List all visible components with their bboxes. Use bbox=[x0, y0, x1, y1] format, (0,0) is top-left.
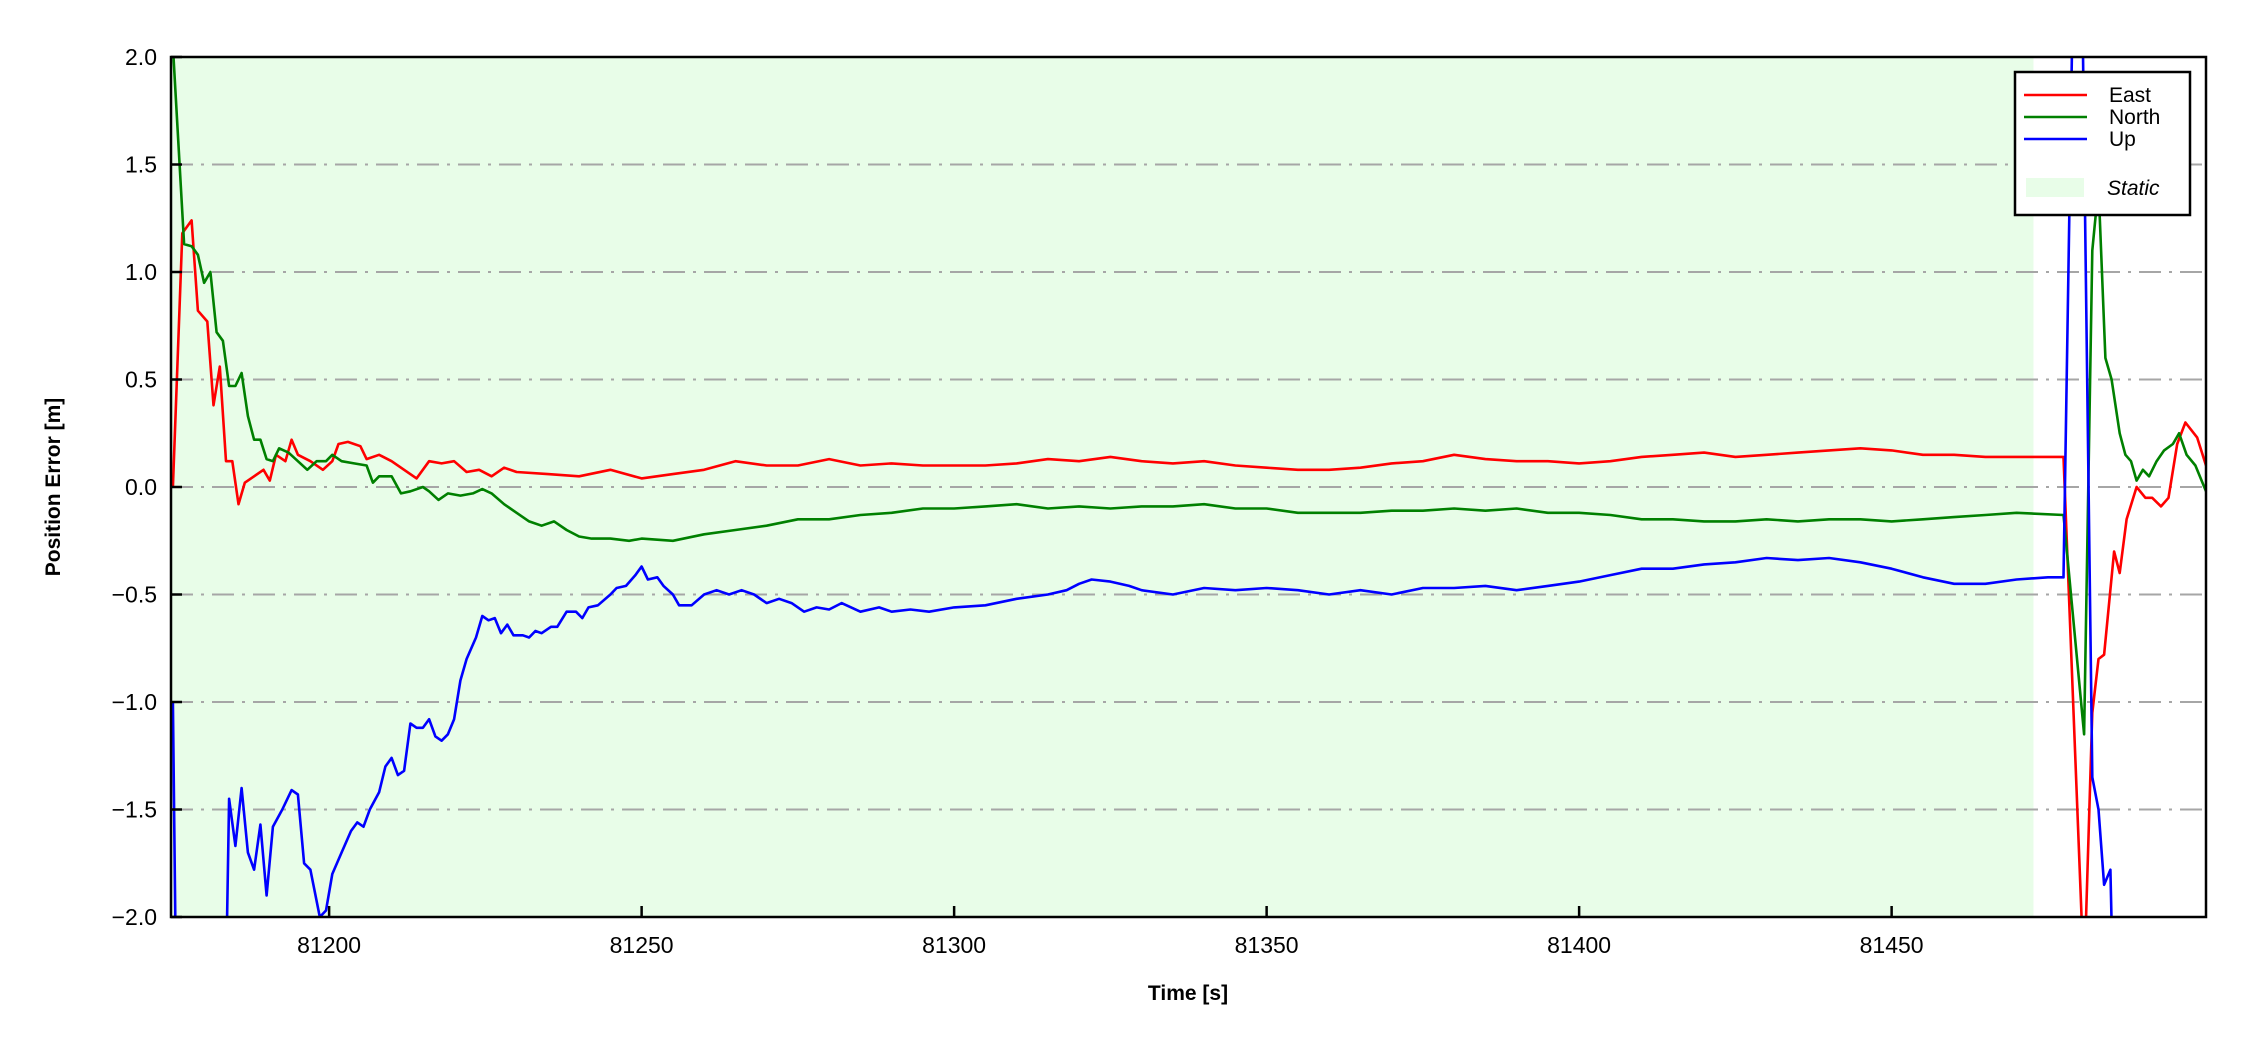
x-axis-label: Time [s] bbox=[1148, 982, 1228, 1005]
legend-swatch-static bbox=[2026, 178, 2084, 197]
y-tick-label: 1.5 bbox=[125, 152, 157, 178]
static-region bbox=[171, 57, 2034, 917]
x-tick-label: 81250 bbox=[610, 932, 674, 958]
legend-label-static: Static bbox=[2107, 177, 2160, 200]
y-axis-label: Position Error [m] bbox=[42, 398, 65, 577]
y-tick-label: 2.0 bbox=[125, 44, 157, 70]
y-tick-label: −1.5 bbox=[112, 797, 157, 823]
y-tick-label: 0.0 bbox=[125, 474, 157, 500]
y-tick-label: −1.0 bbox=[112, 689, 157, 715]
x-tick-label: 81350 bbox=[1235, 932, 1299, 958]
y-tick-label: 1.0 bbox=[125, 259, 157, 285]
axis-ticks: 2.0 1.5 1.0 0.5 0.0 −0.5 −1.0 −1.5 −2.0 81200 8125… bbox=[112, 44, 1924, 958]
y-tick-label: −0.5 bbox=[112, 582, 157, 608]
y-tick-label: 0.5 bbox=[125, 367, 157, 393]
series-lines bbox=[171, 57, 2206, 917]
x-tick-label: 81300 bbox=[922, 932, 986, 958]
series-line-east bbox=[171, 219, 2206, 917]
legend-label-up: Up bbox=[2109, 128, 2136, 151]
gridlines bbox=[171, 163, 2206, 811]
legend-label-north: North bbox=[2109, 106, 2160, 129]
y-tick-label: −2.0 bbox=[112, 904, 157, 930]
x-tick-label: 81400 bbox=[1547, 932, 1611, 958]
x-tick-label: 81450 bbox=[1860, 932, 1924, 958]
series-line-north bbox=[172, 57, 2206, 736]
series-line-up bbox=[171, 57, 2113, 917]
legend-label-east: East bbox=[2109, 84, 2151, 107]
x-tick-label: 81200 bbox=[297, 932, 361, 958]
